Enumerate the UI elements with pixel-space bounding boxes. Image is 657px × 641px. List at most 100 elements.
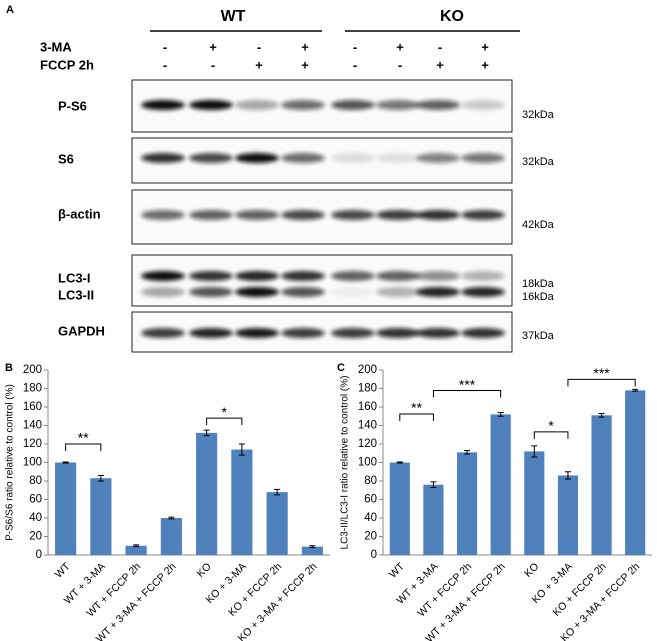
- x-tick-label: KO: [522, 561, 541, 580]
- error-bar: [203, 429, 210, 437]
- treatment-sign: -: [257, 39, 261, 54]
- band: [416, 210, 460, 220]
- y-tick-label: 20: [364, 531, 377, 543]
- band: [141, 153, 185, 163]
- significance-bracket: [533, 431, 569, 439]
- treatment-sign: +: [436, 57, 444, 72]
- bar: [557, 475, 579, 555]
- band: [416, 271, 460, 281]
- band: [461, 210, 505, 220]
- bar: [160, 518, 182, 555]
- treatment-sign: +: [301, 57, 309, 72]
- treatment-sign: -: [438, 39, 442, 54]
- y-tick-label: 60: [29, 494, 42, 506]
- band: [376, 153, 420, 163]
- bar: [490, 414, 511, 555]
- band: [189, 287, 233, 297]
- band: [331, 287, 375, 297]
- treatment-sign: +: [481, 39, 489, 54]
- band: [235, 328, 279, 338]
- y-tick-label: 100: [23, 457, 42, 469]
- panel-label: A: [6, 4, 14, 16]
- y-tick-label: 140: [23, 420, 42, 432]
- significance: **: [411, 400, 422, 416]
- y-tick-label: 200: [23, 364, 42, 376]
- panel-label: B: [5, 362, 13, 374]
- blot-size: 32kDa: [522, 156, 555, 168]
- band: [281, 100, 325, 110]
- treatment-sign: -: [398, 57, 402, 72]
- y-tick-label: 40: [364, 512, 377, 524]
- y-tick-label: 0: [36, 549, 42, 561]
- bar: [196, 432, 218, 555]
- bar: [301, 546, 323, 555]
- treatment-label: 3-MA: [40, 39, 72, 54]
- band: [376, 328, 420, 338]
- band: [281, 287, 325, 297]
- error-bar: [598, 412, 605, 418]
- band: [331, 328, 375, 338]
- significance-bracket: [65, 443, 102, 452]
- error-bar: [133, 544, 140, 548]
- band: [235, 271, 279, 281]
- blot-label: LC3-II: [58, 287, 94, 302]
- band: [281, 153, 325, 163]
- blot-size: 16kDa: [522, 291, 555, 303]
- x-tick-label: WT: [53, 560, 73, 580]
- band: [376, 287, 420, 297]
- error-bar: [497, 412, 504, 417]
- error-bar: [632, 388, 639, 392]
- bar: [625, 390, 646, 555]
- y-tick-label: 0: [371, 549, 377, 561]
- significance-bracket: [206, 417, 243, 426]
- blot-label: S6: [58, 151, 74, 166]
- band: [461, 271, 505, 281]
- significance-bracket: [567, 378, 636, 387]
- error-bar: [564, 471, 571, 480]
- blot-label: LC3-I: [58, 270, 91, 285]
- band: [141, 328, 185, 338]
- x-tick-label: WT: [387, 560, 407, 580]
- significance: **: [78, 430, 89, 446]
- error-bar: [62, 461, 69, 464]
- band: [281, 271, 325, 281]
- band: [141, 287, 185, 297]
- error-bar: [238, 443, 245, 456]
- blot-size: 18kDa: [522, 278, 555, 290]
- y-tick-label: 180: [358, 383, 377, 395]
- significance: ***: [459, 376, 476, 392]
- y-tick-label: 20: [29, 531, 42, 543]
- y-tick-label: 200: [358, 364, 377, 376]
- y-tick-label: 40: [29, 512, 42, 524]
- treatment-sign: +: [396, 39, 404, 54]
- y-tick-label: 100: [358, 457, 377, 469]
- band: [376, 271, 420, 281]
- error-bar: [464, 449, 471, 455]
- bar: [456, 452, 478, 555]
- treatment-label: FCCP 2h: [40, 57, 94, 72]
- bar: [125, 545, 147, 555]
- group-label: KO: [440, 8, 464, 25]
- significance-bracket: [432, 390, 502, 398]
- band: [189, 271, 233, 281]
- bar: [423, 484, 444, 555]
- band: [461, 287, 505, 297]
- y-tick-label: 140: [358, 420, 377, 432]
- band: [416, 100, 460, 110]
- band: [235, 100, 279, 110]
- y-tick-label: 120: [23, 438, 42, 450]
- blot-label: β-actin: [58, 206, 101, 221]
- y-axis-label: P-S6/S6 ratio relative to control (%): [5, 384, 16, 541]
- band: [416, 153, 460, 163]
- bar: [266, 492, 288, 555]
- band: [331, 271, 375, 281]
- error-bar: [396, 461, 403, 464]
- y-tick-label: 80: [364, 475, 377, 487]
- treatment-sign: -: [163, 57, 167, 72]
- y-tick-label: 160: [23, 401, 42, 413]
- significance: *: [548, 418, 554, 434]
- treatment-sign: +: [481, 57, 489, 72]
- y-tick-label: 120: [358, 438, 377, 450]
- band: [416, 328, 460, 338]
- error-bar: [430, 481, 437, 488]
